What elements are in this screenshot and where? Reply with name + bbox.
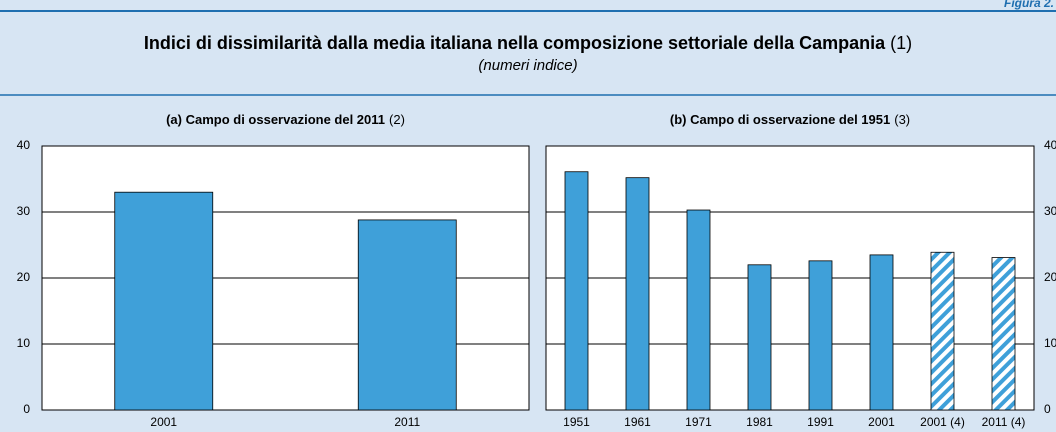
chart-title: Indici di dissimilarità dalla media ital… bbox=[144, 33, 886, 53]
panel-title: (a) Campo di osservazione del 2011 bbox=[166, 112, 385, 127]
bar bbox=[686, 209, 711, 411]
bar bbox=[357, 219, 457, 411]
x-tick-label: 1961 bbox=[624, 415, 651, 429]
y-tick-label: 40 bbox=[17, 138, 31, 152]
y-tick-label: 0 bbox=[23, 402, 30, 416]
title-note: (1) bbox=[890, 33, 912, 53]
title-group: Indici di dissimilarità dalla media ital… bbox=[144, 33, 912, 53]
panel-title: (b) Campo di osservazione del 1951 bbox=[670, 112, 890, 127]
figure-label: Figura 2. bbox=[1004, 0, 1054, 10]
x-tick-label: 2001 (4) bbox=[920, 415, 965, 429]
x-tick-label: 2011 bbox=[394, 415, 420, 429]
x-tick-label: 2001 bbox=[150, 415, 177, 429]
x-tick-label: 1981 bbox=[746, 415, 773, 429]
panel-title-note: (3) bbox=[894, 112, 910, 127]
x-tick-label: 2001 bbox=[868, 415, 895, 429]
bar bbox=[930, 251, 955, 411]
x-tick-label: 1991 bbox=[807, 415, 834, 429]
y-tick-label: 0 bbox=[1044, 402, 1051, 416]
panel-title-group: (b) Campo di osservazione del 1951 (3) bbox=[670, 112, 910, 127]
panel-title-note: (2) bbox=[389, 112, 405, 127]
y-tick-label: 10 bbox=[17, 336, 31, 350]
y-tick-label: 30 bbox=[17, 204, 31, 218]
x-tick-label: 1951 bbox=[563, 415, 590, 429]
y-tick-label: 20 bbox=[1044, 270, 1056, 284]
bar bbox=[747, 264, 772, 411]
bar bbox=[991, 257, 1016, 411]
bar bbox=[114, 191, 214, 411]
bar bbox=[808, 260, 833, 411]
y-tick-label: 10 bbox=[1044, 336, 1056, 350]
y-tick-label: 30 bbox=[1044, 204, 1056, 218]
chart-subtitle: (numeri indice) bbox=[478, 57, 577, 74]
bar bbox=[625, 177, 650, 411]
panel-title-group: (a) Campo di osservazione del 2011 (2) bbox=[166, 112, 405, 127]
y-tick-label: 40 bbox=[1044, 138, 1056, 152]
bar bbox=[869, 254, 894, 411]
y-tick-label: 20 bbox=[17, 270, 31, 284]
x-tick-label: 1971 bbox=[685, 415, 712, 429]
x-tick-label: 2011 (4) bbox=[982, 415, 1026, 429]
bar bbox=[564, 171, 589, 411]
